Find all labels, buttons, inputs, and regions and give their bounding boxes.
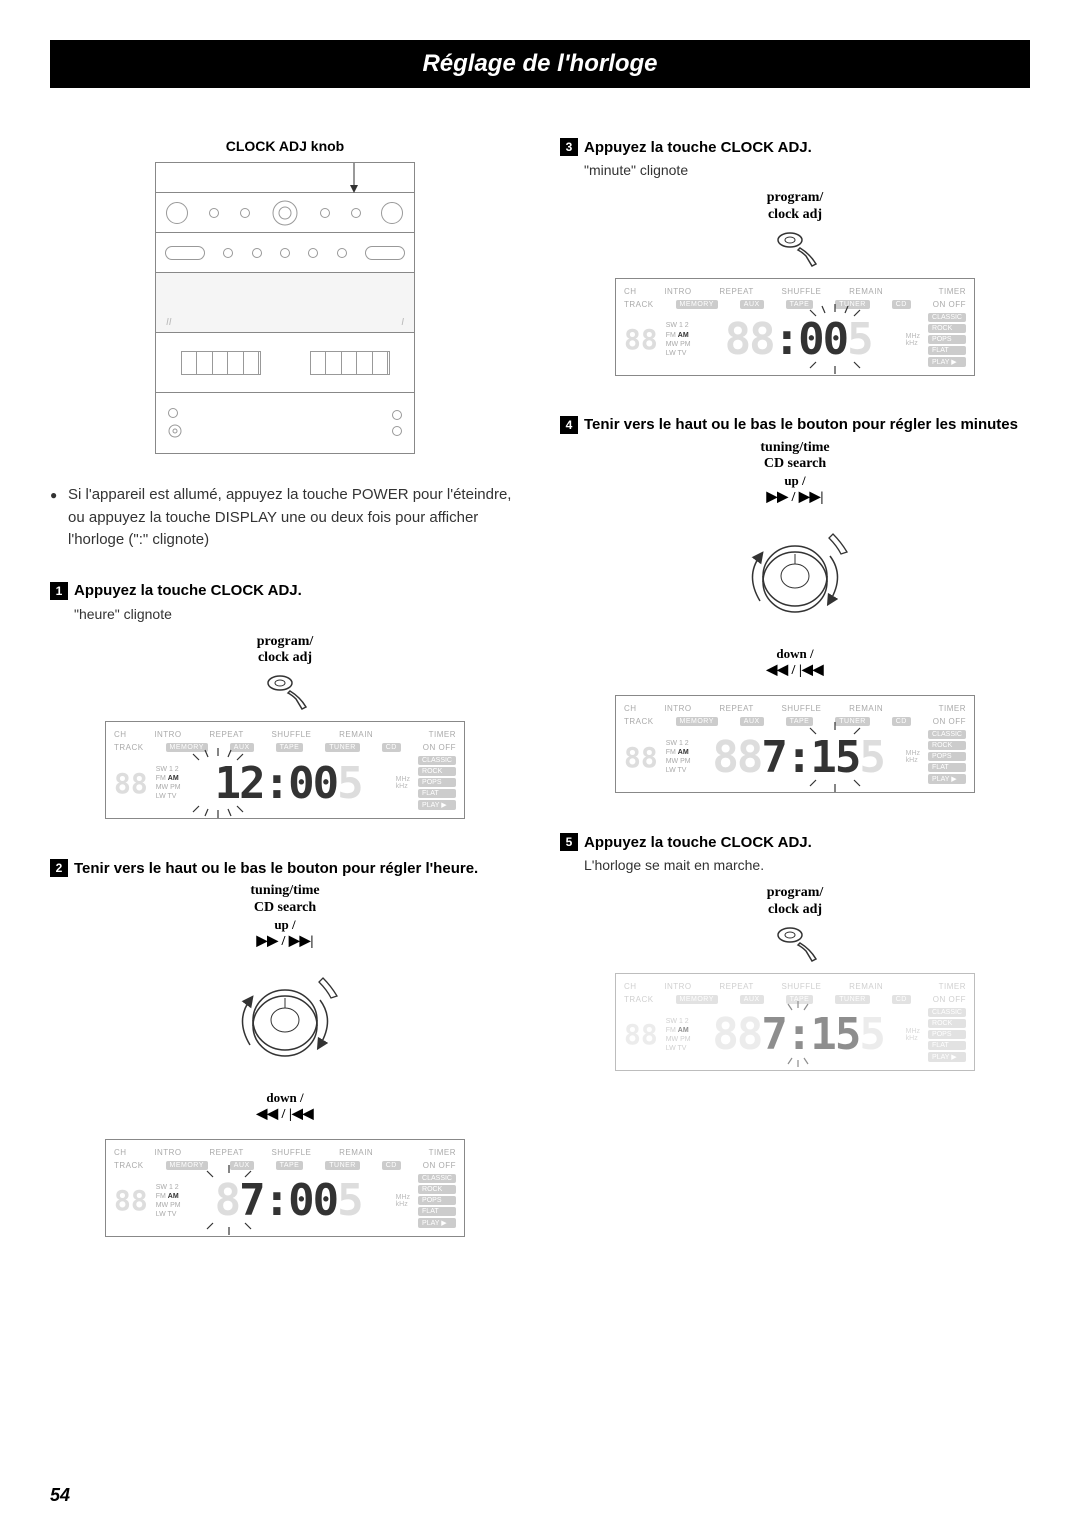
lcd-display: CHINTROREPEATSHUFFLEREMAINTIMER TRACKMEM… [615,278,975,376]
press-button-figure: program/clock adj [50,634,520,712]
display-icon [165,246,205,260]
step-number: 5 [560,833,578,851]
lcd-time: 887:155 [699,732,898,783]
step-description: "minute" clignote [584,162,1030,178]
blink-rays-icon [199,1165,259,1235]
knob-pointer-icon [344,163,364,193]
knob-label: CLOCK ADJ knob [50,138,520,154]
step-title: Tenir vers le haut ou le bas le bouton p… [74,860,478,877]
button-icon [209,208,219,218]
jack-icon [392,410,402,420]
jack-icon [392,426,402,436]
columns: CLOCK ADJ knob [50,138,1030,1277]
knob-title1: tuning/time [250,883,319,898]
step-heading: 2 Tenir vers le haut ou le bas le bouton… [50,859,520,877]
step-4: 4 Tenir vers le haut ou le bas le bouton … [560,416,1030,794]
lcd-badges: CLASSIC ROCK POPS FLAT PLAY ▶ [418,756,456,810]
step-2: 2 Tenir vers le haut ou le bas le bouton… [50,859,520,1237]
blink-rays-icon [783,1001,813,1067]
lcd-display: CHINTROREPEATSHUFFLEREMAINTIMER TRACKMEM… [105,1139,465,1237]
button-label-line2: clock adj [258,650,312,665]
blink-rays-icon [800,722,870,792]
button-icon [320,208,330,218]
right-column: 3 Appuyez la touche CLOCK ADJ. "minute" c… [560,138,1030,1277]
button-icon [252,248,262,258]
button-icon [308,248,318,258]
knob-icon [271,199,299,227]
step-title: Appuyez la touche CLOCK ADJ. [74,582,302,599]
dial-icon [381,202,403,224]
button-icon [280,248,290,258]
lcd-display: CHINTROREPEATSHUFFLEREMAINTIMER TRACKMEM… [615,695,975,793]
step-number: 3 [560,138,578,156]
lcd-ghost-digits: 88 [114,767,148,800]
button-label-line1: program/ [257,634,314,649]
lcd-time: 12:005 [189,758,388,809]
step-number: 4 [560,416,578,434]
press-finger-icon [770,923,820,963]
step-title: Appuyez la touche CLOCK ADJ. [584,834,812,851]
step-1: 1 Appuyez la touche CLOCK ADJ. "heure" c… [50,582,520,820]
left-column: CLOCK ADJ knob [50,138,520,1277]
step-title: Tenir vers le haut ou le bas le bouton p… [584,416,1018,433]
knob-figure: tuning/timeCD search up /▶▶ / ▶▶| [50,883,520,1123]
page-title: Réglage de l'horloge [50,40,1030,88]
dial-icon [166,202,188,224]
button-icon [223,248,233,258]
step-description: L'horloge se mait en marche. [584,857,1030,873]
lcd-display: CH INTRO REPEAT SHUFFLE REMAIN TIMER TRA… [105,721,465,819]
lcd-top-row: CH INTRO REPEAT SHUFFLE REMAIN TIMER [114,730,456,739]
press-finger-icon [260,671,310,711]
knob-figure: tuning/timeCD search up /▶▶ / ▶▶| down /… [560,440,1030,680]
page-content: Réglage de l'horloge CLOCK ADJ knob [50,40,1030,1486]
button-icon [240,208,250,218]
blink-rays-icon [183,748,253,818]
lcd-time: 887:155 [699,1009,898,1060]
knob-title2: CD search [254,900,316,915]
cassette-slot-icon [310,351,390,375]
press-button-figure: program/clock adj [560,190,1030,268]
lcd-display: CHINTROREPEATSHUFFLEREMAINTIMER TRACKMEM… [615,973,975,1071]
lcd-time: 88:005 [699,314,898,365]
jack-icon [168,408,178,418]
button-icon [351,208,361,218]
press-finger-icon [770,228,820,268]
display-icon [365,246,405,260]
lcd-bands: SW 1 2 FM AM MW PM LW TV [156,765,181,801]
page-number: 54 [50,1485,70,1506]
step-heading: 1 Appuyez la touche CLOCK ADJ. [50,582,520,600]
step-description: "heure" clignote [74,606,520,622]
blink-rays-icon [800,304,870,374]
step-number: 1 [50,582,68,600]
step-title: Appuyez la touche CLOCK ADJ. [584,139,812,156]
device-diagram: II I [155,162,415,454]
cassette-slot-icon [181,351,261,375]
rotary-knob-icon [225,950,345,1090]
press-button-figure: program/clock adj [560,885,1030,963]
lcd-freq-labels: MHzkHz [396,776,410,790]
rotary-knob-icon [735,506,855,646]
button-icon [337,248,347,258]
step-3: 3 Appuyez la touche CLOCK ADJ. "minute" c… [560,138,1030,376]
intro-text: Si l'appareil est allumé, appuyez la tou… [50,484,520,552]
step-5: 5 Appuyez la touche CLOCK ADJ. L'horloge … [560,833,1030,1071]
lcd-time: 87:005 [189,1175,388,1226]
step-number: 2 [50,859,68,877]
jack-icon [168,424,182,438]
